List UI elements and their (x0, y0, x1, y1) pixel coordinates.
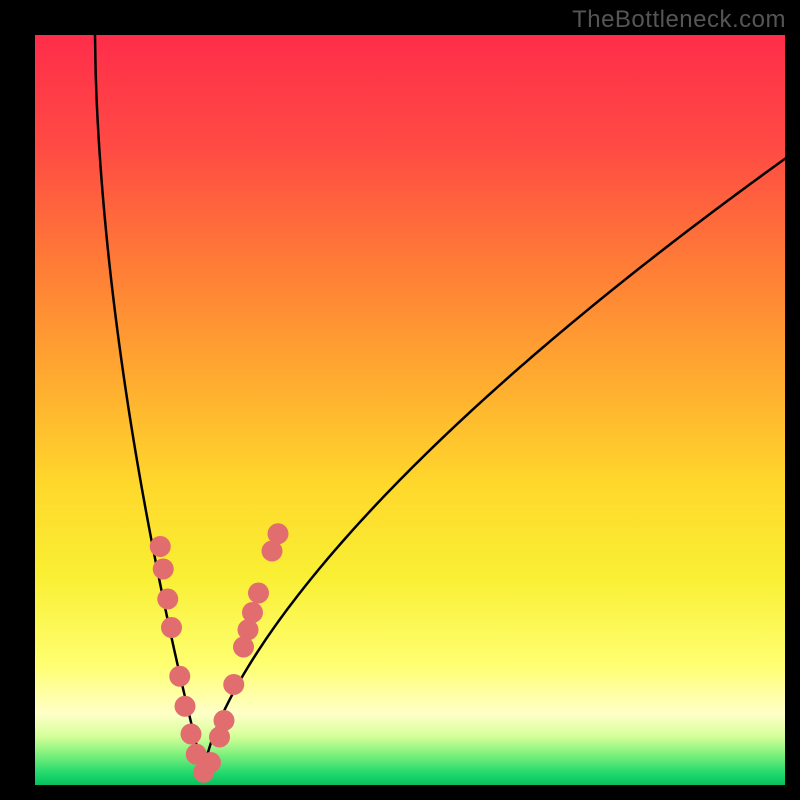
marker-dot (161, 617, 182, 638)
marker-dot (175, 696, 196, 717)
gradient-background (35, 35, 785, 785)
marker-dot (153, 559, 174, 580)
marker-dot (223, 674, 244, 695)
bottleneck-plot (0, 0, 800, 800)
marker-dot (242, 602, 263, 623)
marker-dot (268, 523, 289, 544)
marker-dot (200, 752, 221, 773)
marker-dot (181, 724, 202, 745)
marker-dot (157, 589, 178, 610)
marker-dot (150, 536, 171, 557)
watermark-text: TheBottleneck.com (572, 6, 786, 34)
marker-dot (169, 666, 190, 687)
marker-dot (248, 583, 269, 604)
marker-dot (214, 710, 235, 731)
chart-frame: TheBottleneck.com (0, 0, 800, 800)
